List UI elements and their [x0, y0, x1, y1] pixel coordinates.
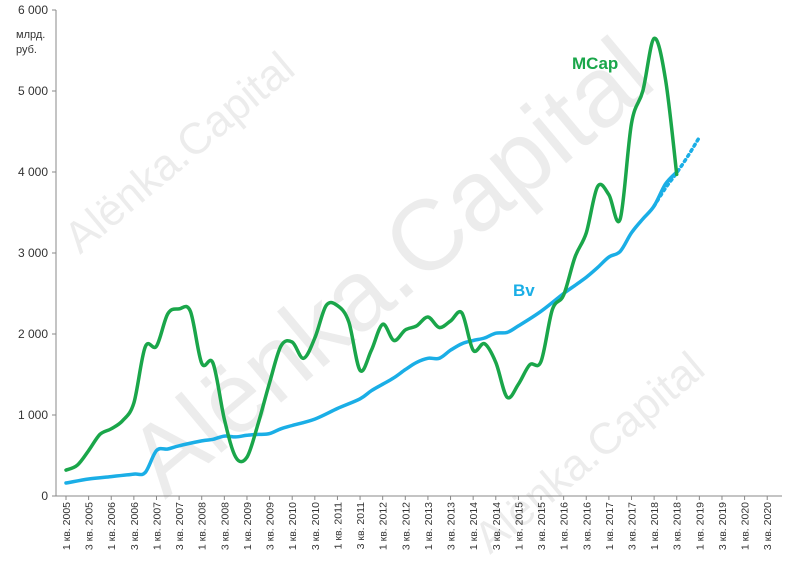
x-tick-label: 3 кв. 2018 [672, 502, 684, 550]
x-tick-label: 1 кв. 2015 [513, 502, 525, 550]
x-tick-label: 1 кв. 2011 [332, 502, 344, 550]
x-tick-label: 3 кв. 2014 [491, 502, 503, 550]
x-tick-label: 1 кв. 2017 [604, 502, 616, 550]
series-line-mcap [64, 36, 679, 472]
x-tick-label: 3 кв. 2010 [310, 502, 322, 550]
y-tick-label: 3 000 [18, 246, 48, 260]
x-tick-label: 3 кв. 2007 [174, 502, 186, 550]
x-tick-label: 1 кв. 2020 [740, 502, 752, 550]
y-tick-label: 4 000 [18, 165, 48, 179]
x-tick-label: 3 кв. 2013 [446, 502, 458, 550]
y-tick-label: 5 000 [18, 84, 48, 98]
y-unit-label-line1: млрд. [16, 29, 45, 41]
y-unit-label-line2: руб. [16, 44, 37, 56]
x-tick-label: 1 кв. 2013 [423, 502, 435, 550]
series-label-mcap: MCap [572, 54, 618, 73]
x-tick-label: 1 кв. 2019 [694, 502, 706, 550]
series-line-bv [64, 170, 679, 485]
x-tick-label: 3 кв. 2015 [536, 502, 548, 550]
series-layer [64, 36, 702, 485]
series-forecast-bv [652, 135, 702, 208]
x-tick-label: 3 кв. 2020 [762, 502, 774, 550]
x-tick-label: 3 кв. 2016 [581, 502, 593, 550]
x-tick-label: 1 кв. 2012 [378, 502, 390, 550]
watermarks: Alёnka.Capital Alёnka.Capital Alёnka.Cap… [55, 17, 714, 563]
x-tick-label: 1 кв. 2008 [197, 502, 209, 550]
x-tick-label: 3 кв. 2006 [129, 502, 141, 550]
x-tick-label: 1 кв. 2014 [468, 502, 480, 550]
x-tick-label: 1 кв. 2016 [559, 502, 571, 550]
y-ticks: 0 1 000 2 000 3 000 4 000 5 000 6 000 [18, 3, 56, 503]
y-tick-label: 6 000 [18, 3, 48, 17]
x-tick-label: 1 кв. 2018 [649, 502, 661, 550]
x-tick-label: 3 кв. 2012 [400, 502, 412, 550]
x-tick-label: 3 кв. 2009 [265, 502, 277, 550]
watermark-text: Alёnka.Capital [55, 43, 304, 263]
x-tick-label: 3 кв. 2008 [219, 502, 231, 550]
x-tick-label: 1 кв. 2010 [287, 502, 299, 550]
x-tick-label: 3 кв. 2005 [84, 502, 96, 550]
series-label-bv: Bv [513, 281, 535, 300]
y-tick-label: 0 [41, 489, 48, 503]
y-tick-label: 1 000 [18, 408, 48, 422]
x-tick-label: 3 кв. 2017 [627, 502, 639, 550]
x-tick-label: 1 кв. 2005 [61, 502, 73, 550]
x-tick-label: 1 кв. 2006 [106, 502, 118, 550]
x-tick-label: 3 кв. 2011 [355, 502, 367, 550]
x-tick-label: 1 кв. 2009 [242, 502, 254, 550]
x-tick-label: 1 кв. 2007 [151, 502, 163, 550]
x-tick-label: 3 кв. 2019 [717, 502, 729, 550]
x-ticks: 1 кв. 2005 3 кв. 2005 1 кв. 2006 3 кв. 2006… [61, 496, 774, 550]
y-tick-label: 2 000 [18, 327, 48, 341]
